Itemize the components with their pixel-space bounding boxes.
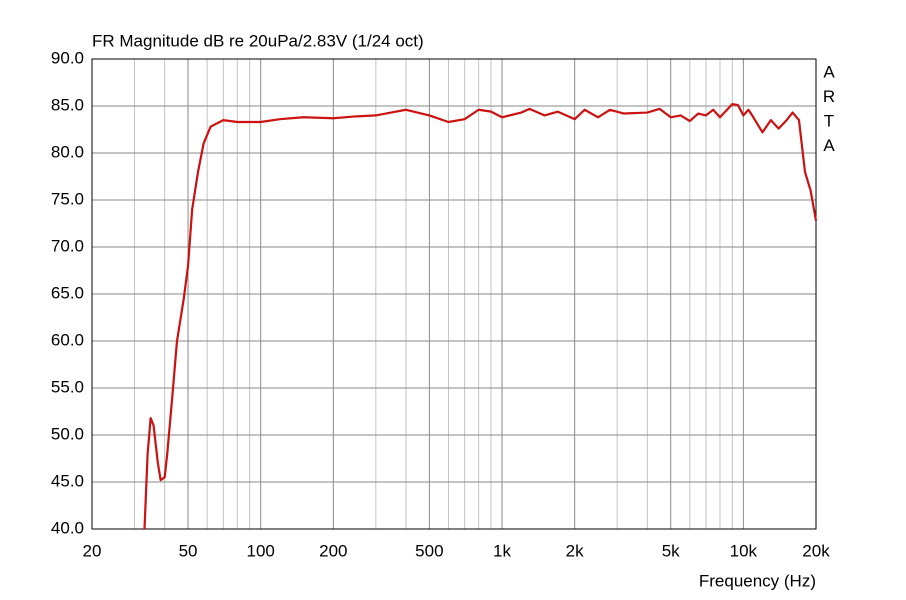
- x-tick-label: 1k: [493, 541, 511, 560]
- y-tick-label: 90.0: [51, 48, 84, 67]
- chart-title: FR Magnitude dB re 20uPa/2.83V (1/24 oct…: [92, 31, 424, 50]
- line-series: [143, 103, 818, 530]
- y-tick-label: 55.0: [51, 377, 84, 396]
- annotation-letter: A: [823, 136, 835, 155]
- y-tick-label: 40.0: [51, 518, 84, 537]
- y-tick-label: 50.0: [51, 424, 84, 443]
- y-tick-label: 75.0: [51, 189, 84, 208]
- y-tick-label: 65.0: [51, 283, 84, 302]
- x-tick-label: 50: [179, 541, 198, 560]
- x-axis-label: Frequency (Hz): [699, 571, 816, 590]
- x-tick-label: 200: [319, 541, 347, 560]
- y-tick-label: 85.0: [51, 95, 84, 114]
- x-tick-label: 2k: [566, 541, 584, 560]
- x-tick-label: 20: [83, 541, 102, 560]
- x-tick-label: 20k: [802, 541, 830, 560]
- annotation-letter: R: [823, 87, 835, 106]
- annotation-letter: A: [823, 62, 835, 81]
- annotation-letter: T: [824, 111, 834, 130]
- x-tick-label: 5k: [662, 541, 680, 560]
- plot-frame: [91, 58, 817, 530]
- x-tick-label: 500: [415, 541, 443, 560]
- y-tick-label: 70.0: [51, 236, 84, 255]
- x-tick-label: 100: [246, 541, 274, 560]
- y-tick-label: 80.0: [51, 142, 84, 161]
- y-tick-label: 45.0: [51, 471, 84, 490]
- y-tick-label: 60.0: [51, 330, 84, 349]
- x-tick-label: 10k: [730, 541, 758, 560]
